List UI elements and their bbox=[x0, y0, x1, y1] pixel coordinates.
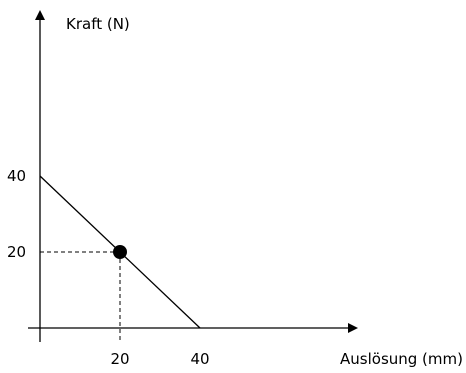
y-tick-label: 20 bbox=[7, 243, 26, 261]
y-tick-label: 40 bbox=[7, 167, 26, 185]
tick-labels: 20 40 20 40 bbox=[7, 167, 210, 368]
guide-lines bbox=[40, 251, 121, 342]
x-tick-label: 40 bbox=[190, 350, 209, 368]
highlight-point bbox=[113, 245, 127, 259]
y-axis-label: Kraft (N) bbox=[66, 15, 130, 33]
x-axis-label: Auslösung (mm) bbox=[340, 350, 463, 368]
x-tick-label: 20 bbox=[110, 350, 129, 368]
point-layer bbox=[113, 245, 127, 259]
